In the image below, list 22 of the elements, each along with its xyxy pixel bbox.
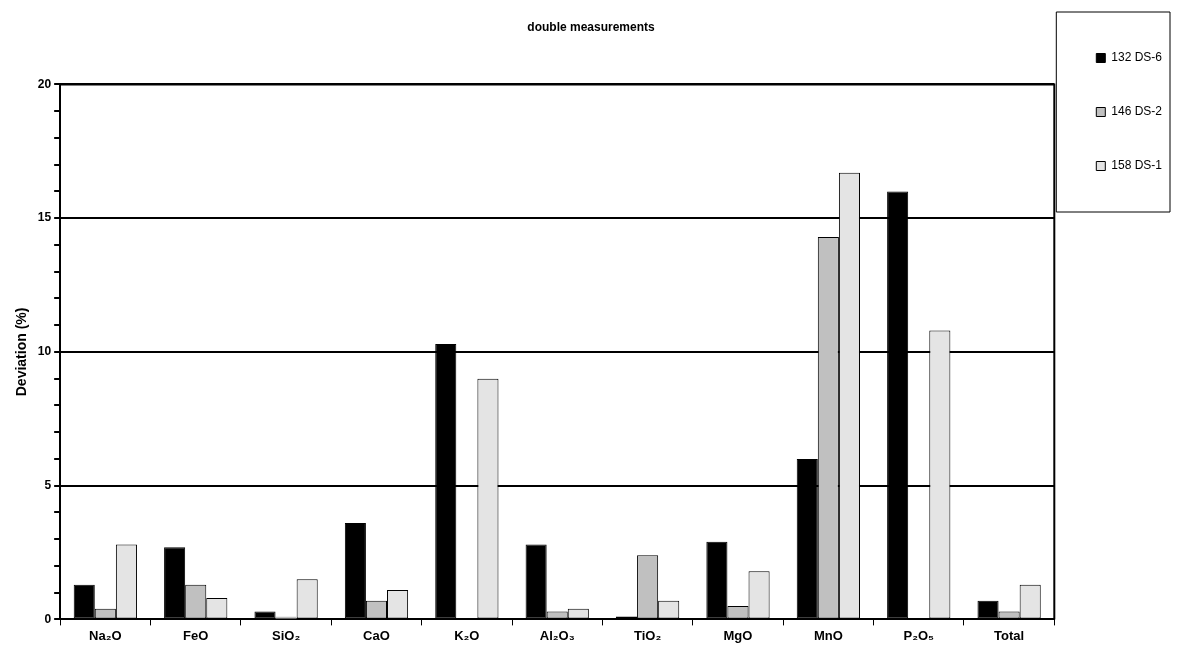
chart-title: double measurements [527, 19, 656, 34]
x-tick-label: SiO₂ [272, 627, 301, 643]
x-tick-label: MgO [723, 627, 753, 643]
y-tick-label: 15 [37, 210, 52, 225]
y-tick-label: 0 [44, 611, 52, 626]
legend-label: 132 DS-6 [1111, 50, 1163, 65]
y-axis-title: Deviation (%) [13, 307, 30, 397]
x-tick-label: P₂O₅ [903, 627, 935, 643]
x-tick-label: Al₂O₃ [539, 627, 575, 643]
x-tick-label: FeO [183, 627, 209, 643]
y-tick-label: 20 [37, 76, 52, 91]
x-tick-label: Total [994, 627, 1025, 643]
x-tick-label: Na₂O [89, 627, 122, 643]
bar [254, 611, 276, 619]
y-tick-label: 5 [44, 477, 52, 492]
x-tick-label: CaO [363, 627, 390, 643]
x-tick-label: MnO [813, 627, 843, 643]
x-tick-label: K₂O [454, 627, 480, 643]
x-tick-label: TiO₂ [633, 627, 662, 643]
y-tick-label: 10 [37, 344, 52, 359]
legend-label: 158 DS-1 [1111, 158, 1163, 173]
legend-label: 146 DS-2 [1111, 104, 1163, 119]
